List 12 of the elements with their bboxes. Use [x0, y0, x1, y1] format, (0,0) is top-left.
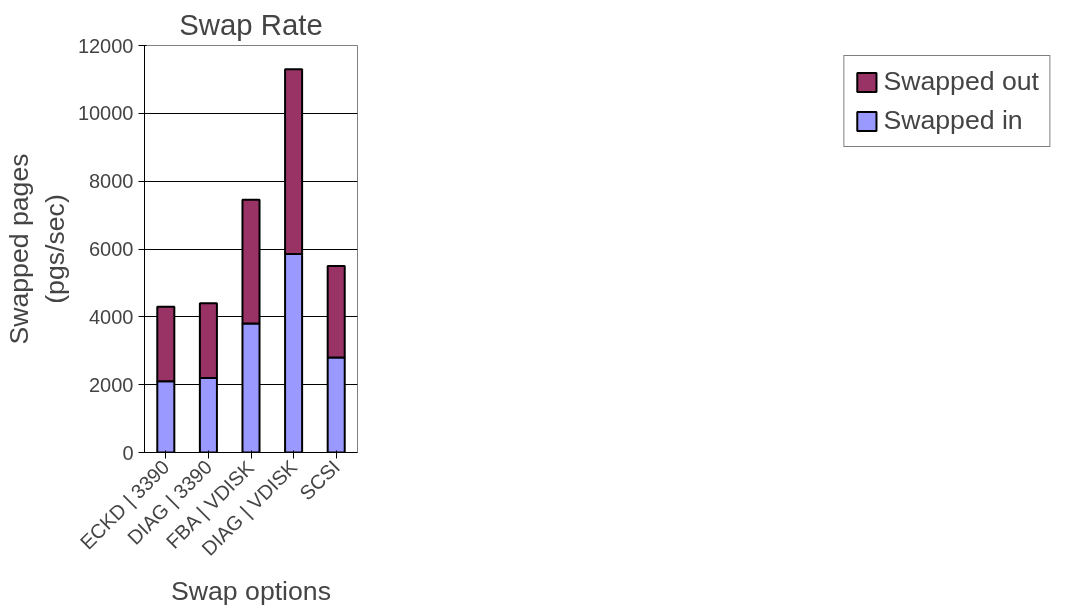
chart-title: Swap Rate: [179, 7, 323, 41]
y-tick-label: 10000: [77, 102, 134, 125]
y-tick-label: 2000: [89, 373, 134, 396]
y-tick-label: 12000: [77, 34, 134, 57]
y-tick-label: 4000: [89, 305, 134, 328]
x-axis-title: Swap options: [170, 575, 332, 606]
y-tick-label: 0: [122, 441, 134, 464]
legend-label: Swapped out: [883, 66, 1039, 97]
legend-label: Swapped in: [883, 105, 1023, 136]
y-tick-label: 8000: [89, 170, 134, 193]
y-tick-label: 6000: [89, 238, 134, 260]
y-axis-title: Swapped pages (pgs/sec): [3, 153, 70, 345]
